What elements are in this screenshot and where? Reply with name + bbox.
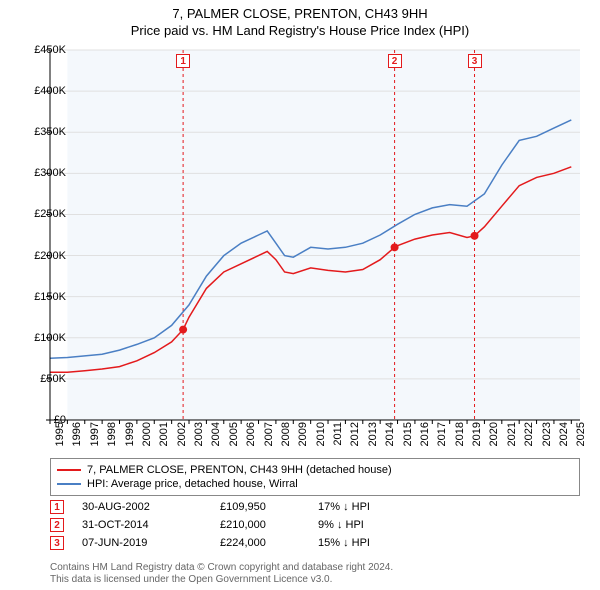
chart-area (50, 50, 580, 420)
sale-marker-box: 3 (50, 536, 64, 550)
sales-row: 2 31-OCT-2014 £210,000 9% ↓ HPI (50, 516, 408, 534)
x-tick-label: 2022 (523, 422, 535, 446)
footer-line2: This data is licensed under the Open Gov… (50, 574, 393, 586)
x-tick-label: 1996 (71, 422, 83, 446)
sale-marker-number: 1 (54, 502, 60, 513)
chart-sale-marker-box: 2 (388, 54, 402, 68)
x-tick-label: 1999 (124, 422, 136, 446)
x-tick-label: 2010 (315, 422, 327, 446)
y-tick-label: £450K (16, 44, 66, 56)
x-tick-label: 2005 (228, 422, 240, 446)
x-tick-label: 2012 (349, 422, 361, 446)
sale-marker-number: 2 (54, 520, 60, 531)
x-tick-label: 2011 (332, 422, 344, 446)
x-tick-label: 2001 (158, 422, 170, 446)
x-tick-label: 2023 (541, 422, 553, 446)
sale-date: 07-JUN-2019 (82, 537, 202, 549)
title-block: 7, PALMER CLOSE, PRENTON, CH43 9HH Price… (0, 0, 600, 40)
x-tick-label: 2004 (210, 422, 222, 446)
x-tick-label: 2021 (506, 422, 518, 446)
x-tick-label: 2019 (471, 422, 483, 446)
sales-row: 1 30-AUG-2002 £109,950 17% ↓ HPI (50, 498, 408, 516)
x-tick-label: 2009 (297, 422, 309, 446)
x-tick-label: 2014 (384, 422, 396, 446)
x-tick-label: 2015 (402, 422, 414, 446)
sale-price: £109,950 (220, 501, 300, 513)
x-tick-label: 2008 (280, 422, 292, 446)
y-tick-label: £400K (16, 85, 66, 97)
title-line1: 7, PALMER CLOSE, PRENTON, CH43 9HH (0, 6, 600, 23)
sale-delta: 15% ↓ HPI (318, 537, 408, 549)
x-tick-label: 2003 (193, 422, 205, 446)
chart-svg (50, 50, 580, 420)
y-tick-label: £100K (16, 332, 66, 344)
title-line2: Price paid vs. HM Land Registry's House … (0, 23, 600, 40)
x-tick-label: 2000 (141, 422, 153, 446)
y-tick-label: £250K (16, 208, 66, 220)
footer: Contains HM Land Registry data © Crown c… (50, 562, 393, 586)
sale-marker-number: 3 (54, 538, 60, 549)
chart-sale-marker-box: 3 (468, 54, 482, 68)
x-tick-label: 1998 (106, 422, 118, 446)
legend-swatch (57, 483, 81, 485)
legend-row: 7, PALMER CLOSE, PRENTON, CH43 9HH (deta… (57, 463, 573, 477)
sale-delta: 17% ↓ HPI (318, 501, 408, 513)
legend-row: HPI: Average price, detached house, Wirr… (57, 477, 573, 491)
x-tick-label: 2025 (575, 422, 587, 446)
x-tick-label: 2020 (488, 422, 500, 446)
sale-marker-box: 1 (50, 500, 64, 514)
sale-price: £224,000 (220, 537, 300, 549)
legend: 7, PALMER CLOSE, PRENTON, CH43 9HH (deta… (50, 458, 580, 496)
sale-delta: 9% ↓ HPI (318, 519, 408, 531)
x-tick-label: 1995 (54, 422, 66, 446)
x-tick-label: 2007 (263, 422, 275, 446)
x-tick-label: 1997 (89, 422, 101, 446)
sale-price: £210,000 (220, 519, 300, 531)
sale-date: 30-AUG-2002 (82, 501, 202, 513)
y-tick-label: £200K (16, 250, 66, 262)
sale-date: 31-OCT-2014 (82, 519, 202, 531)
y-tick-label: £300K (16, 167, 66, 179)
x-tick-label: 2018 (454, 422, 466, 446)
legend-label: HPI: Average price, detached house, Wirr… (87, 478, 298, 490)
sale-marker-box: 2 (50, 518, 64, 532)
chart-container: 7, PALMER CLOSE, PRENTON, CH43 9HH Price… (0, 0, 600, 590)
y-tick-label: £50K (16, 373, 66, 385)
y-tick-label: £350K (16, 126, 66, 138)
x-tick-label: 2006 (245, 422, 257, 446)
legend-label: 7, PALMER CLOSE, PRENTON, CH43 9HH (deta… (87, 464, 392, 476)
sales-table: 1 30-AUG-2002 £109,950 17% ↓ HPI 2 31-OC… (50, 498, 408, 552)
y-tick-label: £150K (16, 291, 66, 303)
x-tick-label: 2024 (558, 422, 570, 446)
x-tick-label: 2017 (436, 422, 448, 446)
sales-row: 3 07-JUN-2019 £224,000 15% ↓ HPI (50, 534, 408, 552)
legend-swatch (57, 469, 81, 471)
x-tick-label: 2002 (176, 422, 188, 446)
x-tick-label: 2016 (419, 422, 431, 446)
x-tick-label: 2013 (367, 422, 379, 446)
chart-sale-marker-box: 1 (176, 54, 190, 68)
footer-line1: Contains HM Land Registry data © Crown c… (50, 562, 393, 574)
